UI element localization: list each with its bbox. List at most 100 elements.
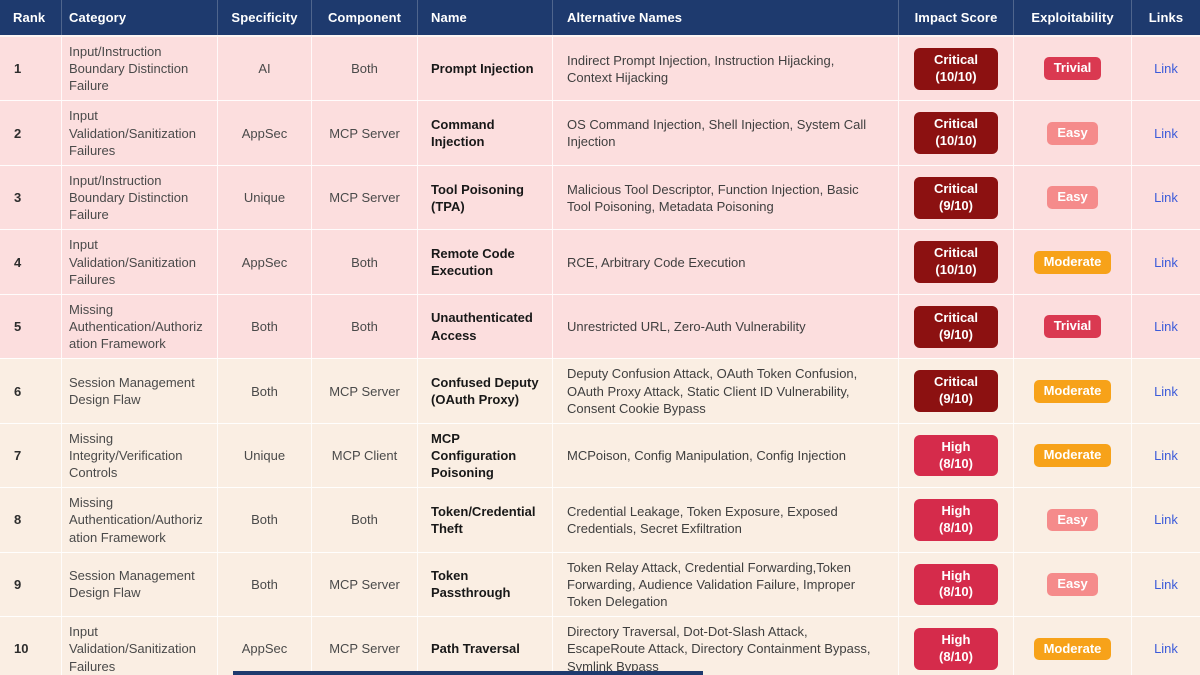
- column-header-specificity: Specificity: [218, 0, 312, 35]
- row-link[interactable]: Link: [1154, 512, 1178, 528]
- alternative-names-cell: Credential Leakage, Token Exposure, Expo…: [553, 488, 899, 552]
- category-cell: Missing Integrity/Verification Controls: [62, 423, 218, 488]
- impact-score-badge: High (8/10): [914, 434, 998, 477]
- name-cell: Command Injection: [418, 101, 553, 165]
- table-row-5: 5 Missing Authentication/Authorization Fr…: [0, 293, 1200, 359]
- impact-score-cell: Critical (9/10): [899, 165, 1014, 230]
- links-cell: Link: [1132, 553, 1200, 616]
- rank-cell: 3: [0, 165, 62, 230]
- rank-cell: 2: [0, 101, 62, 165]
- category-cell: Missing Authentication/Authorization Fra…: [62, 294, 218, 359]
- specificity-cell: Both: [218, 294, 312, 359]
- row-link[interactable]: Link: [1154, 319, 1178, 335]
- column-header-links: Links: [1148, 10, 1184, 25]
- specificity-cell: Both: [218, 359, 312, 423]
- specificity-cell: AppSec: [218, 230, 312, 294]
- row-link[interactable]: Link: [1154, 383, 1178, 399]
- component-cell-text: Both: [351, 61, 378, 77]
- specificity-cell: Unique: [218, 423, 312, 488]
- impact-score-cell: Critical (9/10): [899, 294, 1014, 359]
- exploitability-badge: Trivial: [1043, 57, 1102, 81]
- rank-cell-text: 1: [14, 61, 22, 77]
- specificity-cell: Unique: [218, 165, 312, 230]
- alternative-names-cell: Unrestricted URL, Zero-Auth Vulnerabilit…: [553, 294, 899, 359]
- component-cell: MCP Server: [312, 617, 418, 675]
- name-cell-text: Prompt Injection: [431, 61, 534, 77]
- exploitability-badge: Moderate: [1033, 379, 1112, 403]
- alternative-names-cell-text: Indirect Prompt Injection, Instruction H…: [567, 52, 835, 85]
- category-cell-text: Input Validation/Sanitization Failures: [69, 237, 196, 287]
- component-cell-text: MCP Server: [329, 125, 400, 141]
- name-cell: Path Traversal: [418, 617, 553, 675]
- exploitability-cell: Trivial: [1014, 294, 1132, 359]
- component-cell-text: MCP Server: [329, 641, 400, 657]
- column-header-rank: Rank: [0, 0, 62, 35]
- row-link[interactable]: Link: [1154, 125, 1178, 141]
- impact-score-cell: High (8/10): [899, 617, 1014, 675]
- alternative-names-cell-text: Malicious Tool Descriptor, Function Inje…: [567, 181, 859, 214]
- column-header-alternative-names: Alternative Names: [553, 0, 899, 35]
- impact-score-badge: Critical (9/10): [914, 305, 998, 348]
- links-cell: Link: [1132, 101, 1200, 164]
- specificity-cell-text: Both: [251, 383, 278, 399]
- impact-score-badge: High (8/10): [914, 499, 998, 541]
- alternative-names-cell: Malicious Tool Descriptor, Function Inje…: [553, 165, 899, 230]
- category-cell-text: Input/Instruction Boundary Distinction F…: [69, 44, 189, 94]
- name-cell: Token Passthrough: [418, 552, 553, 617]
- table-row-10: 10 Input Validation/Sanitization Failures…: [0, 616, 1200, 675]
- exploitability-cell: Trivial: [1014, 37, 1132, 101]
- row-link[interactable]: Link: [1154, 641, 1178, 657]
- rank-cell-text: 6: [14, 383, 22, 399]
- alternative-names-cell-text: MCPoison, Config Manipulation, Config In…: [567, 447, 846, 463]
- name-cell: Tool Poisoning (TPA): [418, 165, 553, 230]
- category-cell: Input/Instruction Boundary Distinction F…: [62, 37, 218, 101]
- links-cell: Link: [1132, 166, 1200, 229]
- exploitability-badge: Easy: [1047, 573, 1098, 596]
- table-row-8: 8 Missing Authentication/Authorization Fr…: [0, 487, 1200, 552]
- category-cell-text: Missing Authentication/Authorization Fra…: [69, 495, 203, 545]
- specificity-cell: AppSec: [218, 617, 312, 675]
- row-link[interactable]: Link: [1154, 576, 1178, 592]
- table-row-3: 3 Input/Instruction Boundary Distinction …: [0, 164, 1200, 230]
- table-row-7: 7 Missing Integrity/Verification Controls…: [0, 422, 1200, 488]
- specificity-cell-text: Both: [251, 512, 278, 528]
- name-cell: Token/Credential Theft: [418, 488, 553, 552]
- table-row-4: 4 Input Validation/Sanitization Failures A…: [0, 229, 1200, 294]
- row-link[interactable]: Link: [1154, 61, 1178, 77]
- rank-cell: 9: [0, 552, 62, 617]
- name-cell-text: Path Traversal: [431, 641, 520, 657]
- rank-cell: 5: [0, 294, 62, 359]
- category-cell: Input/Instruction Boundary Distinction F…: [62, 165, 218, 230]
- rank-cell: 6: [0, 359, 62, 423]
- specificity-cell-text: AI: [258, 61, 271, 77]
- name-cell-text: Tool Poisoning (TPA): [431, 181, 524, 214]
- impact-score-cell: High (8/10): [899, 488, 1014, 552]
- component-cell: MCP Client: [312, 423, 418, 488]
- column-header-exploitability: Exploitability: [1014, 0, 1132, 35]
- row-link[interactable]: Link: [1154, 447, 1178, 463]
- category-cell-text: Missing Authentication/Authorization Fra…: [69, 301, 203, 352]
- category-cell: Session Management Design Flaw: [62, 552, 218, 617]
- impact-score-badge: High (8/10): [914, 628, 998, 670]
- impact-score-badge: Critical (10/10): [914, 47, 998, 90]
- header-row: Rank Category Specificity Component Name Alte…: [0, 0, 1200, 37]
- component-cell-text: MCP Client: [331, 447, 398, 463]
- component-cell: Both: [312, 37, 418, 101]
- alternative-names-cell-text: RCE, Arbitrary Code Execution: [567, 254, 746, 270]
- specificity-cell-text: AppSec: [241, 125, 288, 141]
- exploitability-badge: Moderate: [1033, 250, 1112, 274]
- rank-cell: 8: [0, 488, 62, 552]
- rank-cell-text: 5: [14, 319, 22, 335]
- alternative-names-cell-text: Directory Traversal, Dot-Dot-Slash Attac…: [567, 624, 871, 674]
- rank-cell-text: 7: [14, 447, 22, 463]
- category-cell-text: Input/Instruction Boundary Distinction F…: [69, 172, 189, 223]
- specificity-cell: AI: [218, 37, 312, 101]
- links-cell: Link: [1132, 359, 1200, 422]
- specificity-cell-text: Both: [251, 319, 278, 335]
- row-link[interactable]: Link: [1154, 254, 1178, 270]
- alternative-names-cell: Indirect Prompt Injection, Instruction H…: [553, 37, 899, 101]
- rank-cell-text: 8: [14, 512, 22, 528]
- component-cell: Both: [312, 294, 418, 359]
- name-cell-text: Remote Code Execution: [431, 245, 515, 279]
- row-link[interactable]: Link: [1154, 190, 1178, 206]
